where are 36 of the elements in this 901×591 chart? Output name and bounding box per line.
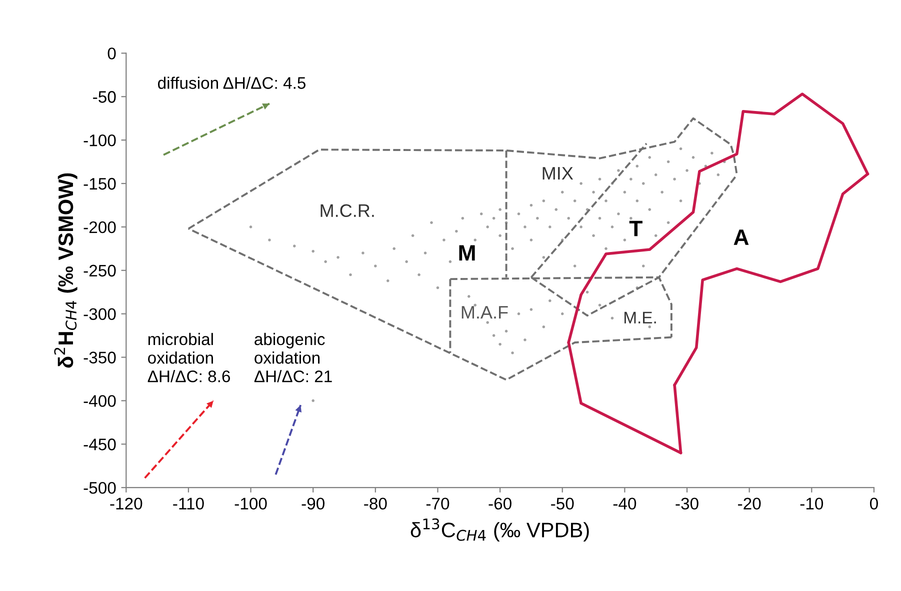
annotation: A: [734, 230, 749, 245]
x-tick-label: -100: [234, 498, 267, 510]
y-tick-label: -400: [84, 395, 116, 407]
x-tick-label: -120: [110, 498, 142, 510]
x-tick-label: -50: [551, 498, 574, 510]
y-tick-label: -500: [84, 482, 116, 494]
y-tick-label: -150: [84, 178, 116, 190]
y-axis-title: δ$^{2}$H$_{CH4}$ (‰ VSMOW): [54, 173, 78, 368]
x-tick-label: -90: [302, 498, 324, 510]
y-tick-label: -250: [84, 264, 116, 277]
y-tick-label: -200: [84, 221, 116, 234]
x-tick-label: -80: [364, 498, 387, 510]
annotation: T: [629, 220, 642, 236]
y-tick-label: -100: [84, 134, 116, 146]
annotation: diffusion ΔH/ΔC: 4.5: [158, 76, 306, 89]
x-tick-label: -20: [738, 498, 761, 510]
y-tick-label: 0: [108, 48, 116, 60]
annotation: M.E.: [624, 312, 656, 324]
annotation: abiogenic oxidation ΔH/ΔC: 21: [254, 332, 332, 382]
x-tick-label: 0: [870, 498, 878, 510]
y-tick-label: -300: [84, 308, 116, 320]
y-tick-label: -350: [84, 352, 116, 364]
annotation: microbial oxidation ΔH/ΔC: 8.6: [148, 332, 230, 382]
annotation: M.A.F: [462, 306, 508, 318]
x-tick-label: -30: [676, 498, 698, 510]
x-axis-title: δ$^{13}$C$_{CH4}$ (‰ VPDB): [410, 518, 589, 542]
y-tick-label: -450: [84, 438, 116, 450]
y-tick-label: -50: [93, 91, 116, 103]
x-tick-label: -40: [613, 498, 636, 510]
annotation: M.C.R.: [320, 204, 374, 218]
annotation: M: [459, 245, 475, 260]
x-tick-label: -10: [800, 498, 824, 510]
x-tick-label: -70: [426, 498, 450, 510]
annotation: MIX: [542, 167, 574, 180]
x-tick-label: -110: [173, 498, 204, 510]
x-tick-label: -60: [488, 498, 512, 510]
